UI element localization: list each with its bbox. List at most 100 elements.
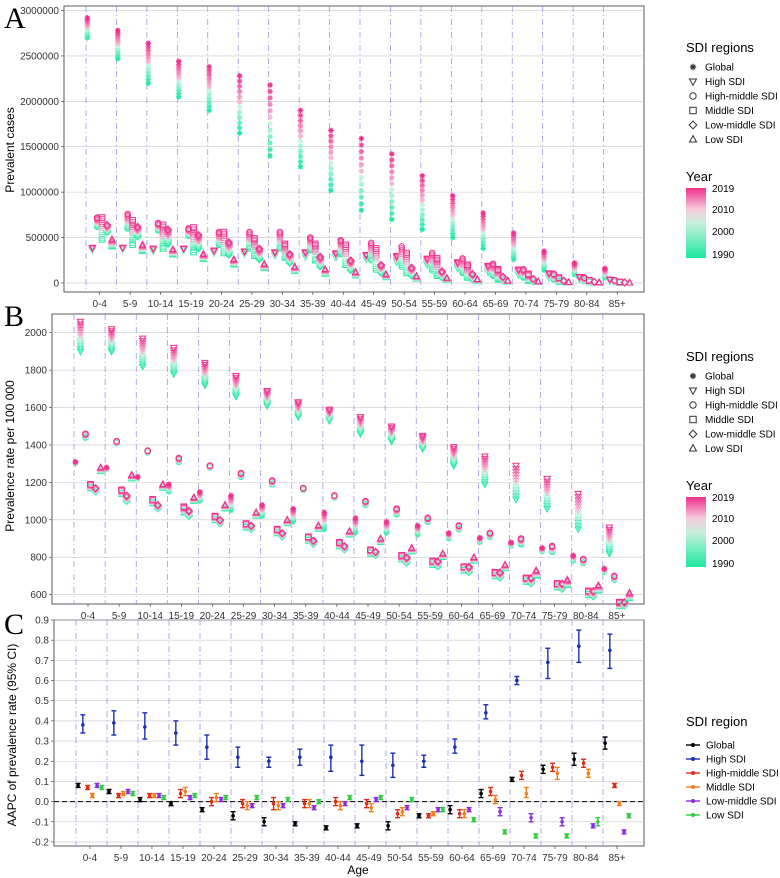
legend-item-label: High SDI bbox=[705, 386, 745, 397]
panel-b-plot-area bbox=[51, 313, 645, 605]
panel-c-point bbox=[591, 824, 595, 828]
panel-b-point bbox=[625, 588, 634, 596]
panel-a-point bbox=[267, 88, 273, 95]
panel-a-point bbox=[307, 234, 314, 241]
panel-a-point bbox=[419, 207, 426, 213]
panel-c-point bbox=[441, 807, 445, 812]
panel-a-xtick-label: 5-9 bbox=[123, 299, 138, 310]
panel-a-point bbox=[145, 69, 152, 76]
panel-c-point bbox=[510, 777, 514, 782]
panel-c-point bbox=[245, 803, 250, 808]
panel-a-point bbox=[358, 181, 365, 188]
panel-c-xtick-label: 0-4 bbox=[83, 853, 98, 864]
panel-b-xtick-label: 45-49 bbox=[355, 611, 381, 622]
panel-c-point bbox=[231, 813, 235, 818]
panel-a-point bbox=[358, 142, 365, 148]
panel-c-point bbox=[448, 807, 452, 812]
panel-b-point bbox=[87, 480, 94, 488]
legend-c-swatch-point bbox=[691, 785, 695, 789]
panel-b-xtick-label: 80-84 bbox=[573, 611, 599, 622]
panel-c-point bbox=[572, 757, 576, 762]
panel-a-point bbox=[297, 148, 304, 155]
panel-b-ytick-label: 1000 bbox=[25, 515, 48, 526]
panel-a-ytick-label: 1000000 bbox=[20, 188, 59, 199]
panel-b-point bbox=[169, 347, 178, 355]
panel-a-point bbox=[149, 245, 158, 253]
panel-a-point bbox=[595, 278, 604, 286]
panel-a-point bbox=[145, 80, 152, 86]
panel-a-point bbox=[297, 138, 304, 144]
panel-b-point bbox=[237, 469, 245, 477]
panel-c-point bbox=[76, 783, 80, 788]
panel-a-point bbox=[480, 245, 486, 252]
panel-a-xtick-label: 45-49 bbox=[361, 299, 387, 310]
panel-a-point bbox=[175, 77, 182, 84]
panel-b-point bbox=[294, 403, 303, 411]
panel-c-point bbox=[405, 805, 409, 810]
panel-a-point bbox=[449, 208, 456, 214]
panel-a-point bbox=[297, 117, 304, 124]
panel-a-point bbox=[459, 255, 466, 262]
panel-b-point bbox=[480, 453, 489, 461]
panel-b-point bbox=[414, 522, 421, 529]
panel-b-point bbox=[232, 373, 240, 381]
panel-c-point bbox=[596, 819, 600, 824]
panel-a-point bbox=[331, 250, 340, 258]
panel-a-point bbox=[124, 210, 131, 218]
panel-a-xtick-label: 20-24 bbox=[209, 299, 235, 310]
panel-a-point bbox=[93, 214, 101, 221]
panel-c-point bbox=[152, 793, 157, 798]
panel-a-point bbox=[480, 216, 486, 223]
panel-a-point bbox=[480, 226, 486, 232]
panel-a-point bbox=[541, 248, 547, 254]
panel-b-point bbox=[371, 547, 380, 556]
legend-sdi-region-c: SDI region Global High SDI High-middle SDI… bbox=[686, 714, 779, 822]
panel-a-xtick-label: 0-4 bbox=[92, 299, 107, 310]
panel-c-point bbox=[400, 809, 405, 814]
panel-a-point bbox=[267, 133, 273, 140]
panel-b-point bbox=[424, 514, 432, 522]
panel-a-point bbox=[301, 249, 310, 257]
panel-a-point bbox=[571, 260, 578, 266]
panel-b-point bbox=[508, 539, 514, 546]
panel-c-point bbox=[271, 801, 276, 806]
panel-c-point bbox=[81, 723, 85, 727]
panel-a-point bbox=[267, 95, 273, 101]
panel-b-xtick-label: 20-24 bbox=[200, 611, 226, 622]
legend-year-a: Year 2019 2010 2000 1990 bbox=[686, 169, 735, 261]
panel-a-point bbox=[389, 174, 395, 181]
panel-a-point bbox=[328, 176, 334, 183]
legend-symbol bbox=[689, 401, 697, 409]
panel-b-point bbox=[278, 528, 287, 537]
panel-c-point bbox=[112, 721, 116, 725]
legend-year-b: Year 2019 2010 2000 1990 bbox=[686, 478, 735, 570]
legend-c-item-label: High-middle SDI bbox=[706, 769, 779, 780]
panel-c-point bbox=[333, 799, 338, 804]
panel-a-point bbox=[351, 267, 360, 275]
panel-b-point bbox=[158, 479, 167, 487]
panel-c-point bbox=[410, 797, 414, 802]
panel-b-point bbox=[165, 481, 172, 488]
panel-a-point bbox=[377, 260, 386, 269]
panel-a-point bbox=[236, 99, 243, 105]
panel-a-point bbox=[480, 213, 486, 220]
panel-a-point bbox=[389, 163, 395, 169]
panel-b-ytick-label: 800 bbox=[30, 553, 47, 564]
panel-a-point bbox=[480, 235, 486, 242]
panel-c-point bbox=[608, 648, 612, 653]
panel-a-point bbox=[437, 267, 447, 276]
panel-b-point bbox=[418, 436, 427, 444]
panel-c-xtick-label: 65-69 bbox=[480, 853, 506, 864]
panel-b-point bbox=[356, 414, 365, 422]
panel-a-point bbox=[358, 194, 365, 201]
panel-b-ytick-label: 1600 bbox=[25, 403, 48, 414]
panel-a-point bbox=[389, 151, 395, 157]
panel-b-point bbox=[107, 328, 116, 336]
panel-a-point bbox=[367, 239, 375, 247]
panel-c-point bbox=[85, 785, 90, 790]
panel-a-point bbox=[276, 228, 284, 236]
panel-a-point bbox=[328, 127, 334, 134]
panel-c-point bbox=[338, 803, 343, 808]
panel-c-xtick-label: 50-54 bbox=[387, 853, 413, 864]
